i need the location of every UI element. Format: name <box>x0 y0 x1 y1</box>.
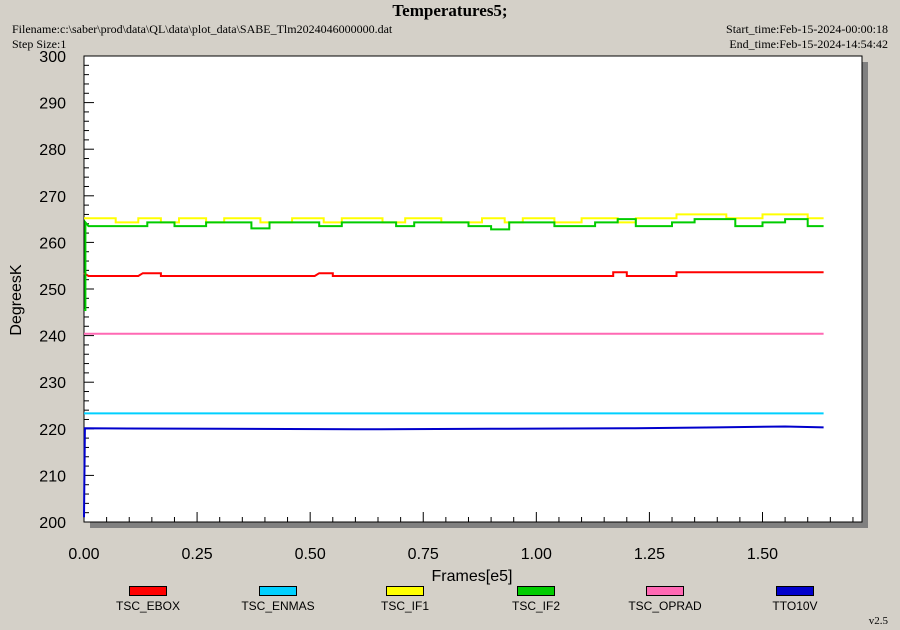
legend-swatch <box>517 586 555 596</box>
y-axis-label: DegreesK <box>8 264 25 335</box>
filename-text: Filename:c:\saber\prod\data\QL\data\plot… <box>12 22 393 36</box>
step-size-text: Step Size:1 <box>12 37 67 51</box>
x-tick-label: 0.00 <box>68 546 99 563</box>
y-tick-label: 290 <box>39 96 66 113</box>
plot-area <box>83 55 863 523</box>
x-tick-label: 0.25 <box>182 546 213 563</box>
y-tick-label: 220 <box>39 422 66 439</box>
axes-layer: 200 210 220 230 240 250 260 270 280 290 300 0.00 0.2… <box>39 49 854 563</box>
legend-swatch <box>129 586 167 596</box>
series-layer <box>83 213 824 518</box>
file-info: Filename:c:\saber\prod\data\QL\data\plot… <box>12 22 392 52</box>
y-tick-label: 270 <box>39 189 66 206</box>
y-tick-label: 210 <box>39 468 66 485</box>
legend-label: TTO10V <box>772 599 818 613</box>
legend-label: TSC_ENMAS <box>241 599 315 613</box>
legend-swatch <box>646 586 684 596</box>
y-tick-label: 280 <box>39 142 66 159</box>
x-axis-label: Frames[e5] <box>432 568 513 585</box>
x-tick-label: 1.50 <box>747 546 778 563</box>
legend: TSC_EBOX TSC_ENMAS TSC_IF1 TSC_IF2 TSC_OPRAD… <box>0 586 900 616</box>
series-line-tsc-ebox <box>83 271 824 277</box>
legend-item: TSC_ENMAS <box>218 586 338 613</box>
y-tick-label: 230 <box>39 375 66 392</box>
version-label: v2.5 <box>868 615 888 627</box>
legend-item: TTO10V <box>735 586 855 613</box>
legend-item: TSC_EBOX <box>88 586 208 613</box>
start-time-text: Start_time:Feb-15-2024-00:00:18 <box>726 22 888 36</box>
series-line-tsc-if2 <box>84 218 824 311</box>
legend-label: TSC_EBOX <box>115 599 181 613</box>
legend-item: TSC_OPRAD <box>605 586 725 613</box>
x-tick-label: 0.75 <box>408 546 439 563</box>
series-line-tsc-if1 <box>84 213 824 224</box>
chart-title: Temperatures5; <box>392 1 508 20</box>
time-info: Start_time:Feb-15-2024-00:00:18 End_time… <box>726 22 888 52</box>
y-tick-label: 260 <box>39 235 66 252</box>
y-tick-label: 250 <box>39 282 66 299</box>
legend-swatch <box>386 586 424 596</box>
legend-swatch <box>259 586 297 596</box>
y-tick-label: 200 <box>39 515 66 532</box>
legend-swatch <box>776 586 814 596</box>
legend-label: TSC_IF2 <box>511 599 560 613</box>
legend-label: TSC_OPRAD <box>628 599 702 613</box>
x-tick-label: 1.25 <box>634 546 665 563</box>
x-tick-label: 1.00 <box>521 546 552 563</box>
legend-item: TSC_IF2 <box>476 586 596 613</box>
legend-label: TSC_IF1 <box>380 599 429 613</box>
series-line-tto10v <box>83 425 824 518</box>
y-tick-label: 240 <box>39 329 66 346</box>
y-tick-label: 300 <box>39 49 66 66</box>
x-tick-label: 0.50 <box>295 546 326 563</box>
legend-item: TSC_IF1 <box>345 586 465 613</box>
end-time-text: End_time:Feb-15-2024-14:54:42 <box>729 37 888 51</box>
